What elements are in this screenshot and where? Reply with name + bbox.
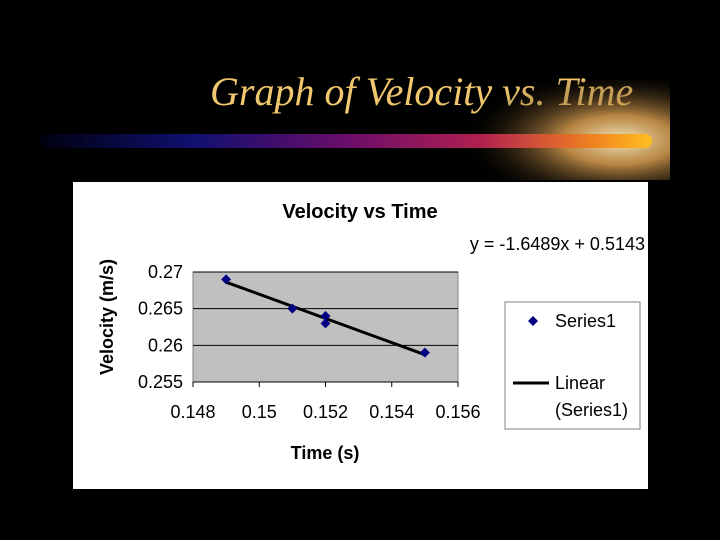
legend: Series1 Linear (Series1) [504,301,641,430]
x-tick-label: 0.156 [435,402,480,422]
x-tick-label: 0.152 [303,402,348,422]
y-tick-label: 0.26 [148,335,183,355]
data-point [419,347,430,358]
legend-linear-label-line2: (Series1) [555,400,628,420]
data-point [320,318,331,329]
trendline-equation: y = -1.6489x + 0.5143 [470,234,645,254]
x-tick-label: 0.15 [242,402,277,422]
y-axis-label: Velocity (m/s) [97,259,117,375]
legend-series1-label: Series1 [555,311,616,331]
chart-title: Velocity vs Time [282,201,437,223]
data-point [320,311,331,321]
legend-box [504,301,641,430]
x-axis-label: Time (s) [291,443,360,463]
data-point [221,274,232,285]
chart-svg: Velocity vs Time y = -1.6489x + 0.5143 0… [97,201,645,463]
legend-series1-marker [528,316,538,326]
x-tick-label: 0.154 [369,402,414,422]
legend-linear-label-line1: Linear [555,373,605,393]
decorative-glow [440,80,670,180]
x-tick-label: 0.148 [170,402,215,422]
y-tick-label: 0.265 [138,299,183,319]
chart-area: Velocity vs Time y = -1.6489x + 0.5143 0… [73,182,648,489]
y-tick-label: 0.27 [148,262,183,282]
y-tick-label: 0.255 [138,372,183,392]
title-underline-bar [40,134,652,148]
x-axis-ticks: 0.148 0.15 0.152 0.154 0.156 [170,382,481,422]
y-axis-ticks: 0.255 0.26 0.265 0.27 [138,262,183,392]
grid-lines [193,271,458,383]
